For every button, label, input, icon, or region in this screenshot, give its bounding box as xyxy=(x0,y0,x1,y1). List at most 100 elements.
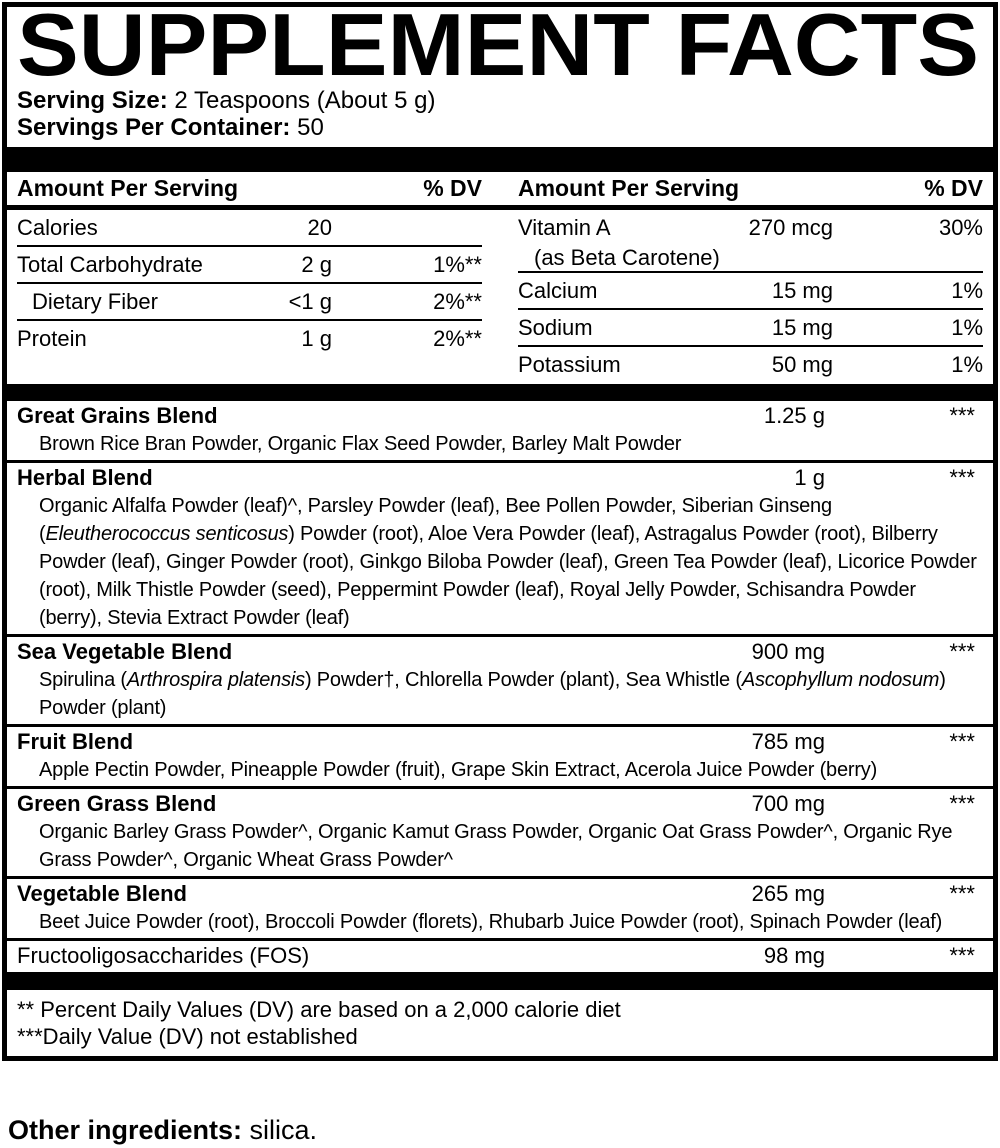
blend-header: Herbal Blend 1 g *** xyxy=(7,463,993,492)
nutrient-label: Potassium xyxy=(518,352,621,377)
blend-ingredients: Spirulina (Arthrospira platensis) Powder… xyxy=(39,669,946,719)
nutrient-label: Sodium xyxy=(518,315,593,340)
amount-per-serving-header: Amount Per Serving xyxy=(518,175,740,201)
blend-name: Vegetable Blend xyxy=(17,881,187,906)
supplement-facts-panel: SUPPLEMENT FACTS Serving Size: 2 Teaspoo… xyxy=(2,0,998,1061)
nutrient-dv: 1%** xyxy=(433,252,482,277)
blend-fruit: Fruit Blend 785 mg *** Apple Pectin Powd… xyxy=(7,727,993,789)
blend-dv: *** xyxy=(949,881,975,906)
nutrient-dv: 2%** xyxy=(433,289,482,314)
vitamin-a-main-line: Vitamin A 270 mcg 30% xyxy=(518,210,983,245)
vitamin-a-source-note: (as Beta Carotene) xyxy=(534,245,720,270)
title-text: SUPPLEMENT FACTS xyxy=(17,9,979,87)
nutrient-label: Calcium xyxy=(518,278,598,303)
column-headers: Amount Per Serving % DV Amount Per Servi… xyxy=(7,172,993,205)
nutrient-row-total-carbohydrate: Total Carbohydrate 2 g 1%** xyxy=(17,247,482,284)
blend-dv: *** xyxy=(949,729,975,754)
blend-header: Green Grass Blend 700 mg *** xyxy=(7,789,993,818)
right-column-header: Amount Per Serving % DV xyxy=(518,172,983,205)
nutrient-amount: 50 mg xyxy=(771,352,833,377)
blend-amount: 265 mg xyxy=(751,881,825,906)
blend-ingredients: Apple Pectin Powder, Pineapple Powder (f… xyxy=(39,759,878,781)
fos-row: Fructooligosaccharides (FOS) 98 mg *** xyxy=(7,941,993,972)
blend-header: Great Grains Blend 1.25 g *** xyxy=(7,401,993,430)
nutrient-label: Protein xyxy=(17,326,87,351)
blend-amount: 785 mg xyxy=(751,729,825,754)
blend-ingredients: Organic Alfalfa Powder (leaf)^, Parsley … xyxy=(39,495,977,629)
blend-name: Sea Vegetable Blend xyxy=(17,639,233,664)
blend-header: Sea Vegetable Blend 900 mg *** xyxy=(7,637,993,666)
nutrient-dv: 30% xyxy=(938,215,983,240)
separator-bar-top xyxy=(7,147,993,172)
fos-amount: 98 mg xyxy=(763,943,825,968)
serving-size-row: Serving Size: 2 Teaspoons (About 5 g) xyxy=(7,87,993,114)
dv-header: % DV xyxy=(924,175,983,201)
nutrient-dv xyxy=(332,210,482,245)
blend-header: Fruit Blend 785 mg *** xyxy=(7,727,993,756)
blend-dv: *** xyxy=(949,465,975,490)
blend-name: Herbal Blend xyxy=(17,465,153,490)
blend-sea-vegetable: Sea Vegetable Blend 900 mg *** Spirulina… xyxy=(7,637,993,727)
nutrient-label: Calories xyxy=(17,215,98,240)
blend-herbal: Herbal Blend 1 g *** Organic Alfalfa Pow… xyxy=(7,463,993,637)
fos-label: Fructooligosaccharides (FOS) xyxy=(17,943,310,968)
servings-per-container-label: Servings Per Container: xyxy=(17,114,291,141)
nutrient-dv: 1% xyxy=(951,278,983,303)
footnote-dv-not-established: ***Daily Value (DV) not established xyxy=(17,1024,358,1049)
blend-green-grass: Green Grass Blend 700 mg *** Organic Bar… xyxy=(7,789,993,879)
nutrient-row-sodium: Sodium 15 mg 1% xyxy=(518,310,983,347)
footnote-daily-values: ** Percent Daily Values (DV) are based o… xyxy=(17,997,621,1022)
other-ingredients-row: Other ingredients: silica. xyxy=(8,1114,317,1146)
blend-name: Fruit Blend xyxy=(17,729,134,754)
nutrient-row-protein: Protein 1 g 2%** xyxy=(17,321,482,356)
blend-name: Great Grains Blend xyxy=(17,403,218,428)
nutrient-label: Dietary Fiber xyxy=(32,289,158,314)
blend-amount: 900 mg xyxy=(751,639,825,664)
blend-amount: 1 g xyxy=(794,465,825,490)
separator-bar-bottom xyxy=(7,972,993,990)
nutrient-dv: 1% xyxy=(951,352,983,377)
nutrient-amount: <1 g xyxy=(288,289,332,314)
blend-dv: *** xyxy=(949,639,975,664)
serving-size-label: Serving Size: xyxy=(17,87,168,114)
blend-ingredients: Brown Rice Bran Powder, Organic Flax See… xyxy=(39,433,682,455)
nutrient-amount: 2 g xyxy=(301,252,332,277)
blend-amount: 700 mg xyxy=(751,791,825,816)
row-fructooligosaccharides: Fructooligosaccharides (FOS) 98 mg *** xyxy=(7,941,993,972)
blend-dv: *** xyxy=(949,791,975,816)
nutrient-row-dietary-fiber: Dietary Fiber <1 g 2%** xyxy=(17,284,482,321)
nutrient-amount: 20 xyxy=(307,215,332,240)
nutrient-row-vitamin-a: Vitamin A 270 mcg 30% (as Beta Carotene) xyxy=(518,210,983,273)
nutrient-amount: 1 g xyxy=(301,326,332,351)
serving-size-value: 2 Teaspoons (About 5 g) xyxy=(174,87,436,114)
nutrient-column-left: Calories 20 Total Carbohydrate 2 g 1%** … xyxy=(17,210,482,384)
nutrient-dv: 2%** xyxy=(433,326,482,351)
nutrient-label: Vitamin A xyxy=(518,215,611,240)
header-underline xyxy=(7,205,993,210)
blend-header: Vegetable Blend 265 mg *** xyxy=(7,879,993,908)
nutrient-amount: 15 mg xyxy=(771,278,833,303)
nutrient-row-calories: Calories 20 xyxy=(17,210,482,247)
nutrient-dv: 1% xyxy=(951,315,983,340)
blend-ingredients: Beet Juice Powder (root), Broccoli Powde… xyxy=(39,911,943,933)
servings-per-container-value: 50 xyxy=(297,114,324,141)
blend-name: Green Grass Blend xyxy=(17,791,217,816)
other-ingredients-label: Other ingredients: xyxy=(8,1115,243,1145)
separator-bar-middle xyxy=(7,384,993,401)
blend-great-grains: Great Grains Blend 1.25 g *** Brown Rice… xyxy=(7,401,993,463)
blend-vegetable: Vegetable Blend 265 mg *** Beet Juice Po… xyxy=(7,879,993,941)
blend-amount: 1.25 g xyxy=(763,403,825,428)
nutrient-amount: 270 mcg xyxy=(748,215,833,240)
amount-per-serving-header: Amount Per Serving xyxy=(17,175,239,201)
panel-title: SUPPLEMENT FACTS xyxy=(17,0,993,94)
footnotes: ** Percent Daily Values (DV) are based o… xyxy=(7,990,993,1056)
nutrient-amount: 15 mg xyxy=(771,315,833,340)
fos-dv: *** xyxy=(949,943,975,968)
title-graphic: SUPPLEMENT FACTS xyxy=(17,0,979,94)
blend-ingredients: Organic Barley Grass Powder^, Organic Ka… xyxy=(39,821,953,871)
nutrient-label: Total Carbohydrate xyxy=(17,252,203,277)
nutrient-row-calcium: Calcium 15 mg 1% xyxy=(518,273,983,310)
servings-per-container-row: Servings Per Container: 50 xyxy=(7,114,993,141)
other-ingredients-value: silica. xyxy=(249,1115,318,1145)
